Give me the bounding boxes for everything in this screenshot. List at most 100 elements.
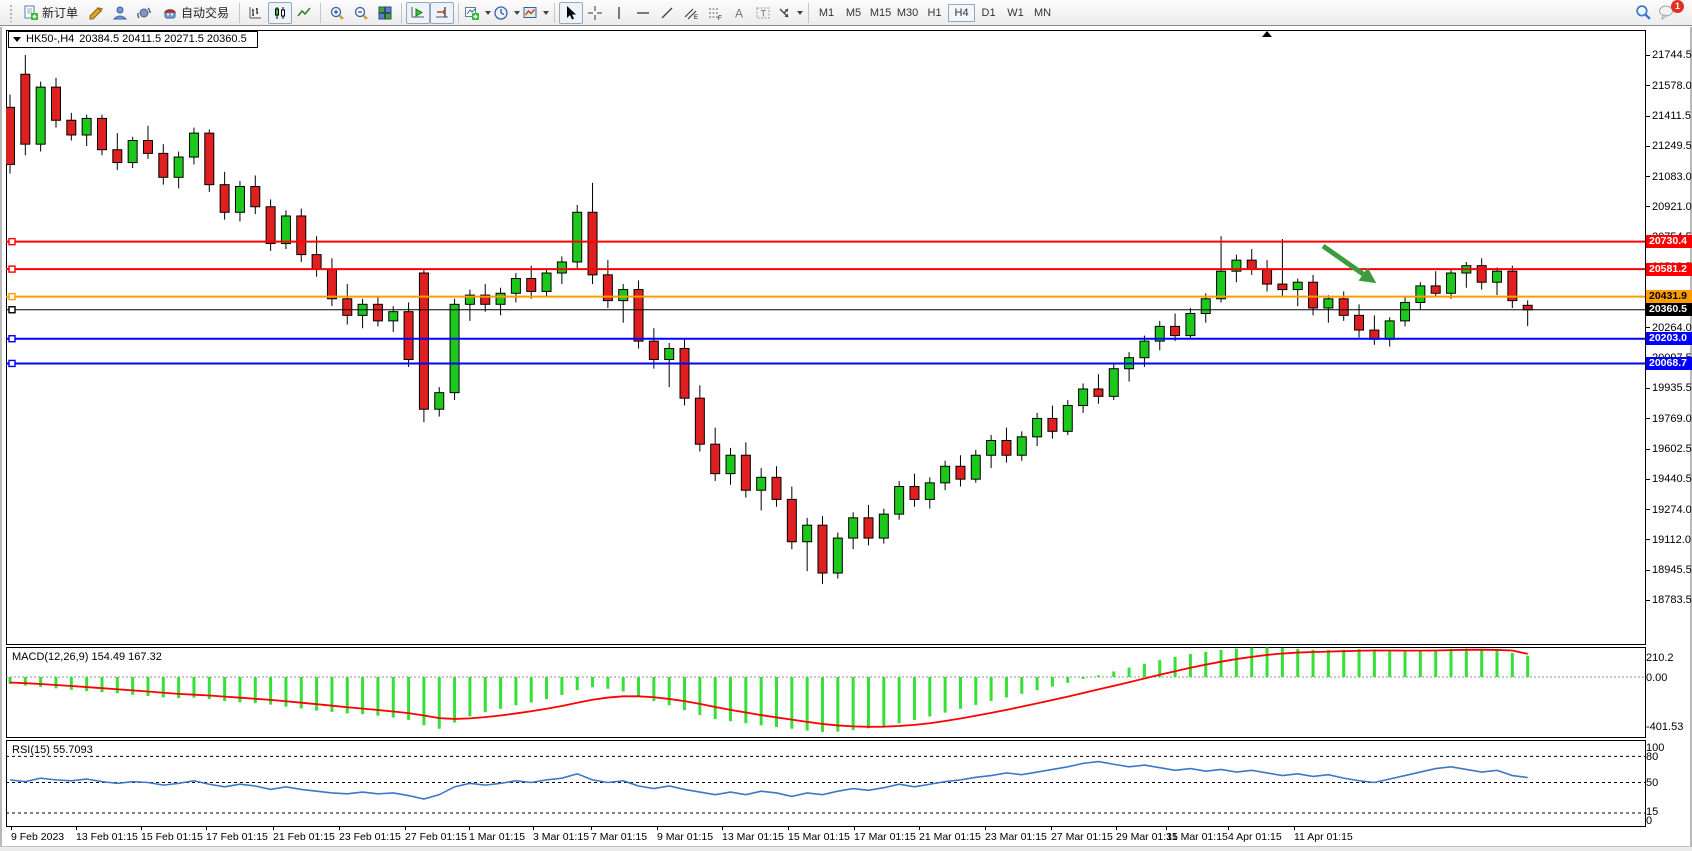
macd-canvas[interactable]	[6, 647, 1646, 738]
zoom-in-button[interactable]	[325, 2, 349, 24]
market-watch-button[interactable]	[108, 2, 132, 24]
text-label-tool-button[interactable]: T	[751, 2, 775, 24]
chart-shift-button[interactable]	[430, 1, 455, 24]
horizontal-line-icon	[637, 11, 650, 14]
timeframe-button-h1[interactable]: H1	[927, 6, 942, 19]
timeframe-button-m15[interactable]: M15	[869, 6, 892, 19]
line-chart-button[interactable]	[292, 2, 316, 24]
price-chart-panel[interactable]	[6, 30, 1646, 645]
rsi-canvas[interactable]	[6, 740, 1646, 827]
cursor-tool-button[interactable]	[559, 1, 584, 24]
timeframe-button-w1[interactable]: W1	[1007, 6, 1024, 19]
candle-up	[1032, 417, 1043, 438]
macd-panel[interactable]	[6, 647, 1646, 738]
macd-histogram-bar	[1219, 649, 1223, 677]
bar-chart-button[interactable]	[244, 2, 268, 24]
tile-windows-button[interactable]	[373, 2, 397, 24]
candle-up	[1185, 313, 1196, 337]
line-anchor-handle[interactable]	[8, 359, 16, 368]
annotation-arrow-head[interactable]	[1358, 267, 1377, 284]
price-axis-tick: 21744.5	[1646, 49, 1692, 61]
equidistant-channel-tool-button[interactable]: E	[679, 2, 703, 24]
annotation-arrow-shaft[interactable]	[1321, 243, 1365, 277]
candle-up	[940, 465, 951, 484]
candle-down	[1047, 417, 1058, 432]
macd-histogram-bar	[545, 677, 549, 700]
candle-down	[311, 254, 322, 270]
trendline-tool-button[interactable]	[655, 2, 679, 24]
macd-histogram-bar	[330, 677, 334, 713]
candle-down	[1354, 314, 1365, 331]
timeframe-button-mn[interactable]: MN	[1033, 6, 1052, 19]
candlestick-chart-button[interactable]	[268, 1, 293, 24]
macd-histogram-bar	[100, 677, 104, 693]
candle-down	[158, 152, 169, 178]
zoom-out-button[interactable]	[349, 2, 373, 24]
line-anchor-handle[interactable]	[8, 265, 16, 273]
time-axis-label: 17 Feb 01:15	[206, 831, 268, 843]
candle-up	[1415, 285, 1426, 303]
timeframe-button-m5[interactable]: M5	[845, 6, 862, 19]
templates-dropdown-caret[interactable]	[543, 10, 550, 15]
arrows-tool-button[interactable]	[775, 2, 804, 24]
price-axis-tick: 18783.5	[1646, 594, 1692, 606]
vertical-line-tool-button[interactable]	[607, 2, 631, 24]
timeframe-button-m1[interactable]: M1	[818, 6, 835, 19]
chart-title-box[interactable]: HK50-,H4 20384.5 20411.5 20271.5 20360.5	[8, 31, 258, 48]
macd-histogram-bar	[621, 677, 625, 692]
tick-dash	[1646, 418, 1650, 420]
candle-down	[955, 465, 966, 480]
macd-histogram-bar	[851, 677, 855, 731]
time-axis-tick	[919, 827, 920, 830]
time-axis-tick	[722, 827, 723, 830]
macd-histogram-bar	[23, 677, 27, 686]
signals-button[interactable]	[132, 2, 156, 24]
styles-button[interactable]	[84, 2, 108, 24]
chart-collapse-icon[interactable]	[13, 36, 21, 42]
window-right-edge	[1690, 27, 1692, 851]
templates-button[interactable]	[521, 2, 550, 24]
indicators-button[interactable]	[463, 2, 492, 24]
macd-histogram-bar	[483, 677, 487, 713]
line-anchor-handle[interactable]	[8, 292, 16, 301]
window-left-edge	[0, 27, 2, 851]
fibonacci-icon: F	[709, 8, 722, 21]
notifications-button[interactable]: 1	[1658, 0, 1684, 22]
time-axis-label: 27 Mar 01:15	[1051, 831, 1113, 843]
line-anchor-handle[interactable]	[8, 335, 16, 343]
new-order-button[interactable]: 新订单	[17, 2, 84, 24]
candle-down	[587, 211, 598, 276]
horizontal-line-tool-button[interactable]	[631, 2, 655, 24]
indicators-dropdown-caret[interactable]	[485, 10, 492, 15]
auto-trading-label: 自动交易	[181, 6, 230, 20]
auto-scroll-button[interactable]	[406, 1, 431, 24]
rsi-axis-label: 15	[1646, 806, 1659, 818]
candle-down	[817, 524, 828, 574]
candle-down	[219, 184, 230, 213]
periods-dropdown-caret[interactable]	[514, 10, 521, 15]
timeframe-button-d1[interactable]: D1	[981, 6, 996, 19]
search-icon[interactable]	[1635, 4, 1652, 21]
rsi-panel[interactable]	[6, 740, 1646, 827]
tick-dash	[1646, 448, 1650, 450]
candle-up	[280, 215, 291, 245]
chart-shift-marker[interactable]	[1262, 31, 1272, 37]
price-chart-canvas[interactable]	[6, 30, 1646, 645]
crosshair-tool-button[interactable]	[583, 2, 607, 24]
timeframe-button-h4[interactable]: H4	[948, 3, 976, 22]
time-axis-tick	[591, 827, 592, 830]
line-anchor-handle[interactable]	[8, 306, 16, 314]
macd-histogram-bar	[1372, 649, 1376, 677]
time-axis-label: 17 Mar 01:15	[854, 831, 916, 843]
arrows-dropdown-caret[interactable]	[797, 10, 804, 15]
fibonacci-tool-button[interactable]: F	[703, 2, 727, 24]
macd-histogram-bar	[376, 677, 380, 716]
candle-down	[1246, 259, 1257, 270]
periods-button[interactable]	[492, 2, 521, 24]
auto-trading-button[interactable]: 自动交易	[156, 2, 235, 24]
line-anchor-handle[interactable]	[8, 237, 16, 246]
text-tool-button[interactable]: A	[727, 2, 751, 24]
candle-down	[526, 278, 537, 292]
toolbar-grip[interactable]	[9, 3, 14, 22]
timeframe-button-m30[interactable]: M30	[896, 6, 919, 19]
